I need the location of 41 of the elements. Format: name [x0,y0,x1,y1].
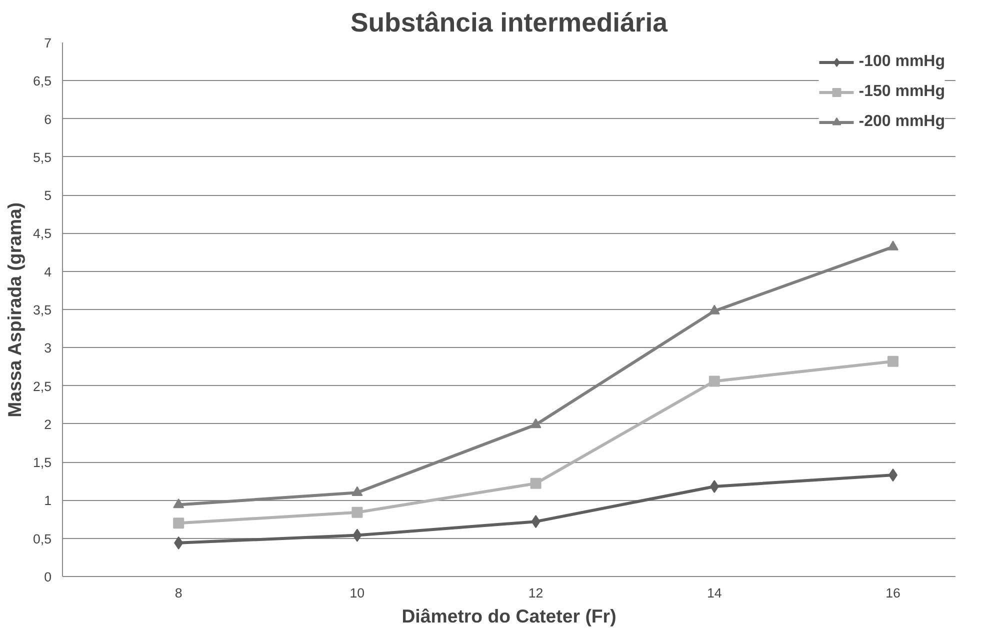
y-tick-label: 4 [44,264,52,280]
chart-title: Substância intermediária [350,8,668,38]
y-tick-label: 5,5 [32,150,52,165]
point [888,468,898,482]
y-tick-label: 1 [44,493,52,508]
y-tick-label: 0 [44,570,52,584]
point [173,498,184,508]
y-tick-label: 3,5 [32,302,52,318]
y-axis-title: Massa Aspirada (grama) [4,202,25,418]
x-tick-label: 12 [528,586,544,600]
x-axis-title: Diâmetro do Cateter (Fr) [402,606,616,626]
point [173,518,184,529]
point [887,356,898,367]
point [352,528,362,542]
point [174,536,184,550]
legend-label: -150 mmHg [858,83,945,101]
y-tick-label: 5 [44,188,52,204]
x-tick-label: 8 [174,586,182,600]
point [530,478,542,489]
legend-label: -200 mmHg [858,113,945,131]
point [530,418,542,428]
point [708,304,720,314]
y-tick-label: 3 [44,340,52,356]
y-tick-label: 6 [44,112,52,127]
x-tick-label: 10 [350,586,365,600]
point [708,376,720,387]
point [887,240,898,250]
y-tick-label: 1,5 [32,455,52,470]
x-tick-label: 16 [886,586,900,600]
y-tick-label: 0,5 [32,531,52,546]
y-tick-label: 6,5 [32,74,52,89]
point [352,506,363,518]
point [352,486,363,496]
x-tick-label: 14 [706,586,722,600]
y-tick-label: 7 [44,36,52,50]
legend-label: -100 mmHg [858,53,945,71]
point [531,515,540,528]
y-tick-label: 2,5 [32,378,52,394]
y-tick-label: 2 [44,416,52,432]
point [710,480,719,493]
y-tick-label: 4,5 [32,226,52,242]
